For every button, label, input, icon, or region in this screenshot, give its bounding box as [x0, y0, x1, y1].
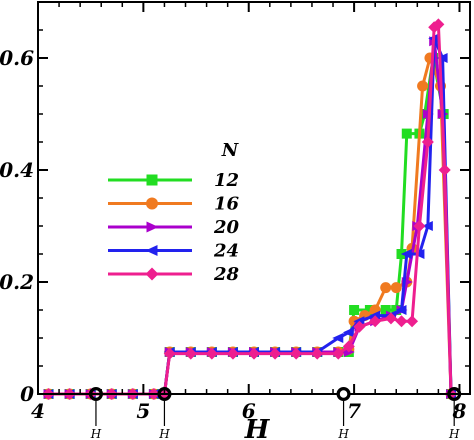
special-point-label: H — [337, 427, 349, 440]
marker-triangle-left — [342, 327, 354, 338]
marker-square — [349, 305, 360, 315]
marker-diamond — [205, 347, 218, 360]
marker-diamond — [145, 267, 159, 281]
special-point-label: H — [158, 427, 170, 440]
x-tick-label: 8 — [452, 399, 467, 423]
series-line — [48, 36, 453, 396]
series-20 — [43, 36, 458, 399]
marker-triangle-left — [400, 249, 412, 259]
ticks-layer: 4 5 6 7 8 0 0.2 0.4 0.6 — [0, 1, 470, 423]
series-24 — [42, 33, 457, 399]
marker-square — [380, 305, 391, 315]
marker-diamond — [248, 347, 260, 360]
x-tick-label: 6 — [242, 399, 256, 423]
marker-circle — [380, 282, 392, 294]
special-point-ring — [158, 387, 171, 401]
y-tick-label: 0.6 — [0, 46, 34, 70]
legend-label: 16 — [214, 194, 240, 215]
x-tick-label: 7 — [347, 399, 361, 423]
x-tick-label: 4 — [31, 399, 45, 423]
legend-title: N — [221, 140, 240, 161]
marker-diamond — [432, 18, 445, 31]
legend-entry-16: 16 — [108, 194, 240, 215]
marker-diamond — [184, 347, 197, 360]
legend-label: 28 — [213, 264, 240, 285]
series-line — [48, 39, 453, 396]
marker-diamond — [438, 164, 451, 176]
special-point-label: H — [90, 427, 102, 440]
y-tick-label: 0.4 — [0, 158, 34, 182]
x-tick-label: 5 — [136, 399, 150, 423]
marker-diamond — [353, 320, 366, 333]
legend-entry-20: 20 — [108, 217, 240, 238]
marker-triangle-left — [413, 249, 425, 259]
special-point-ring — [337, 387, 350, 401]
y-tick-label: 0.2 — [0, 270, 34, 294]
marker-triangle-left — [145, 245, 158, 256]
marker-triangle-left — [332, 333, 344, 343]
marker-diamond — [421, 136, 434, 148]
marker-diamond — [290, 347, 303, 360]
marker-triangle-left — [421, 221, 433, 231]
marker-diamond — [406, 315, 419, 328]
legend-label: 20 — [213, 217, 240, 238]
marker-diamond — [163, 347, 176, 360]
marker-diamond — [369, 315, 382, 328]
marker-diamond — [311, 347, 324, 360]
marker-diamond — [332, 347, 345, 360]
series-line — [48, 22, 453, 396]
series-layer — [42, 18, 458, 400]
marker-triangle-left — [436, 53, 448, 63]
y-tick-label: 0 — [20, 382, 34, 406]
legend-entry-24: 24 — [108, 241, 239, 262]
marker-circle — [390, 282, 402, 294]
marker-square — [146, 174, 158, 186]
series-28 — [42, 18, 458, 400]
marker-diamond — [269, 347, 282, 360]
marker-diamond — [342, 340, 355, 353]
marker-diamond — [226, 347, 239, 360]
legend-label: 24 — [213, 241, 239, 262]
series-12 — [43, 53, 457, 399]
marker-square — [401, 128, 412, 139]
marker-diamond — [413, 220, 426, 232]
legend-entry-12: 12 — [108, 170, 239, 191]
marker-diamond — [384, 312, 397, 325]
special-point-ring — [447, 387, 461, 401]
x-axis-title: H — [244, 415, 271, 440]
special-point-ring — [89, 387, 103, 401]
legend-entry-28: 28 — [108, 264, 240, 285]
special-point-label: H — [448, 427, 460, 440]
marker-triangle-right — [146, 221, 159, 233]
marker-circle — [417, 80, 429, 92]
marker-circle — [146, 197, 158, 210]
legend-label: 12 — [214, 170, 239, 191]
marker-triangle-left — [395, 305, 407, 315]
marker-diamond — [395, 315, 408, 328]
